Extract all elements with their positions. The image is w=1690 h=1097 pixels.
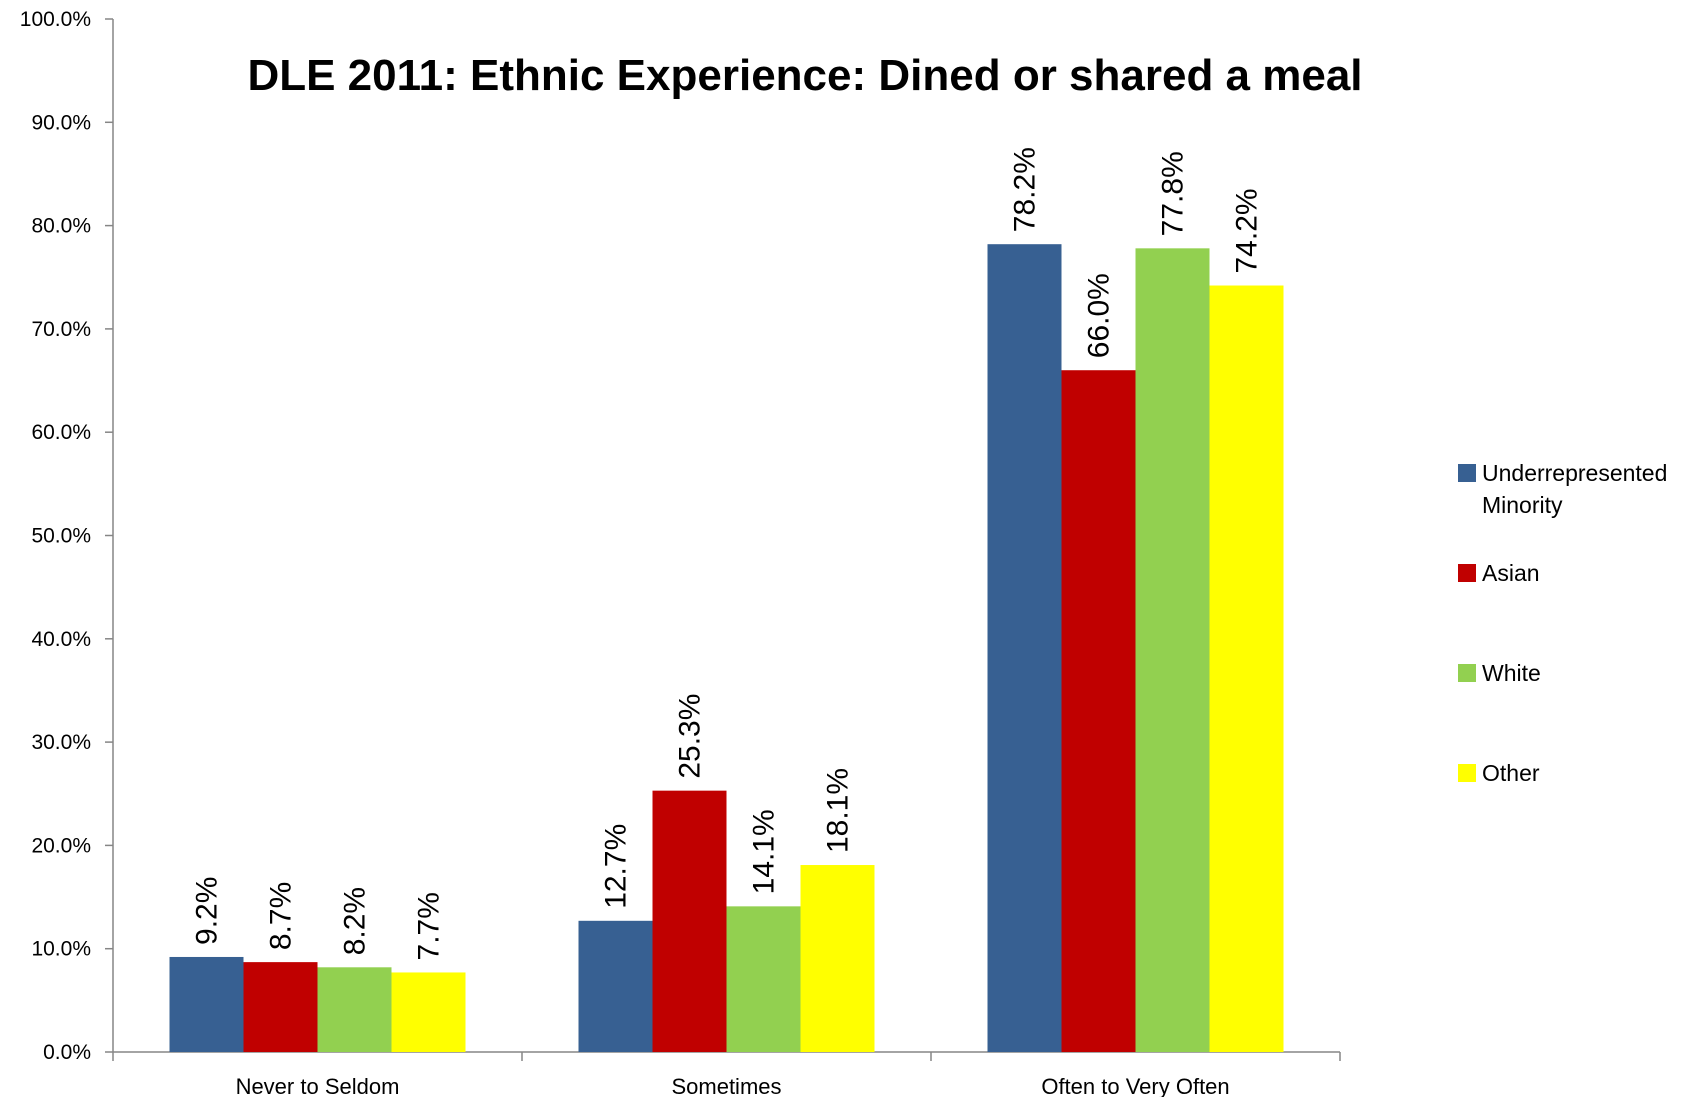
legend-label-line: Asian	[1482, 560, 1540, 586]
bar	[1061, 370, 1136, 1053]
x-category-label: Sometimes	[671, 1074, 781, 1097]
legend-label: Asian	[1482, 560, 1540, 586]
legend-swatch	[1458, 464, 1476, 482]
bar	[1209, 285, 1284, 1052]
data-label: 14.1%	[748, 809, 781, 894]
legend-label-line: Underrepresented	[1482, 460, 1667, 486]
data-label: 77.8%	[1157, 151, 1190, 236]
legend-label: White	[1482, 660, 1541, 686]
x-category-label: Often to Very Often	[1041, 1074, 1229, 1097]
data-label: 78.2%	[1009, 147, 1042, 232]
y-axis: 0.0% 10.0% 20.0% 30.0% 40.0% 50.0% 60.0% 70.0% 8…	[20, 8, 114, 1064]
bar	[652, 790, 727, 1052]
data-label: 74.2%	[1231, 188, 1264, 273]
legend-label-line: Other	[1482, 760, 1540, 786]
data-label: 18.1%	[822, 768, 855, 853]
y-tick-label: 10.0%	[31, 938, 91, 961]
y-tick-label: 90.0%	[31, 111, 91, 134]
data-label: 8.2%	[339, 887, 372, 955]
y-tick-label: 80.0%	[31, 215, 91, 238]
y-tick-label: 20.0%	[31, 834, 91, 857]
y-tick-label: 60.0%	[31, 421, 91, 444]
x-category-label: Never to Seldom	[236, 1074, 400, 1097]
data-label: 9.2%	[191, 877, 224, 945]
x-axis: Never to Seldom Sometimes Often to Very Of…	[112, 1051, 1341, 1097]
bar	[987, 244, 1062, 1053]
legend-swatch	[1458, 664, 1476, 682]
data-labels: 9.2% 8.7% 8.2% 7.7% 12.7% 25.3% 14.1% 18.1% 78.2…	[191, 147, 1264, 960]
chart-title: DLE 2011: Ethnic Experience: Dined or sh…	[247, 51, 1362, 100]
y-tick-label: 40.0%	[31, 628, 91, 651]
legend-label: Other	[1482, 760, 1540, 786]
y-tick-label: 70.0%	[31, 318, 91, 341]
y-tick-label: 0.0%	[43, 1041, 91, 1064]
bar	[800, 865, 875, 1052]
bar	[317, 967, 392, 1052]
y-tick-label: 100.0%	[20, 8, 91, 31]
y-tick-label: 50.0%	[31, 525, 91, 548]
legend-swatch	[1458, 764, 1476, 782]
bar	[169, 956, 244, 1052]
y-tick-label: 30.0%	[31, 731, 91, 754]
data-label: 8.7%	[265, 882, 298, 950]
legend-label-line: White	[1482, 660, 1541, 686]
bar	[391, 972, 466, 1052]
data-label: 12.7%	[600, 824, 633, 909]
legend: Underrepresented Minority Asian White Other	[1458, 460, 1667, 786]
bar	[726, 906, 801, 1052]
data-label: 7.7%	[413, 892, 446, 960]
bars	[169, 244, 1284, 1053]
bar	[1135, 248, 1210, 1053]
legend-label: Underrepresented Minority	[1482, 460, 1667, 518]
legend-swatch	[1458, 564, 1476, 582]
bar	[243, 962, 318, 1052]
data-label: 66.0%	[1083, 273, 1116, 358]
legend-label-line: Minority	[1482, 492, 1563, 518]
bar	[578, 920, 653, 1052]
data-label: 25.3%	[674, 694, 707, 779]
